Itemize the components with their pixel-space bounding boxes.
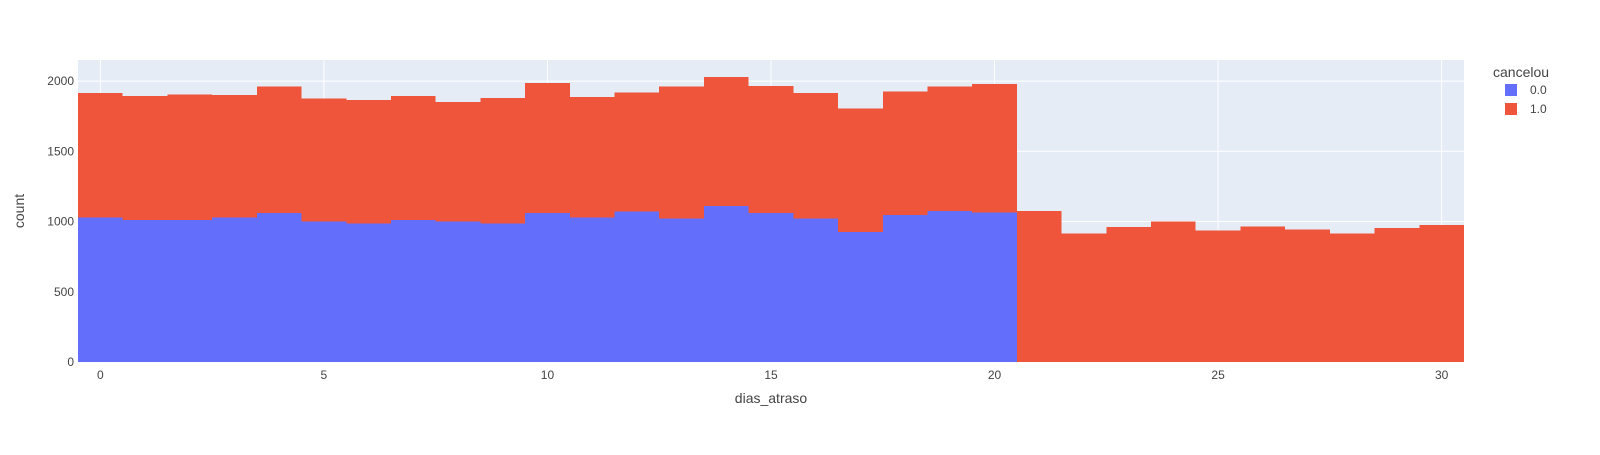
bar-series-1-x-10[interactable] (525, 83, 570, 214)
x-tick-label: 5 (321, 368, 328, 382)
bar-series-1-x-28[interactable] (1329, 233, 1375, 362)
y-tick-label: 2000 (47, 74, 74, 88)
bar-series-1-x-17[interactable] (838, 108, 883, 233)
bar-series-0-x-2[interactable] (167, 220, 213, 362)
bar-series-1-x-25[interactable] (1195, 230, 1241, 362)
legend-label: 0.0 (1530, 83, 1547, 97)
y-tick-label: 1500 (47, 144, 74, 158)
bar-series-1-x-0[interactable] (78, 93, 123, 218)
x-tick-label: 10 (541, 368, 555, 382)
legend-label: 1.0 (1530, 102, 1547, 116)
bar-series-1-x-26[interactable] (1240, 226, 1286, 362)
bar-series-0-x-0[interactable] (78, 217, 123, 362)
bar-series-1-x-13[interactable] (659, 86, 704, 219)
bar-series-1-x-14[interactable] (703, 76, 749, 207)
legend-items: 0.01.0 (1505, 83, 1547, 116)
bar-series-0-x-5[interactable] (301, 221, 347, 362)
bar-series-0-x-20[interactable] (972, 212, 1017, 362)
bar-series-1-x-2[interactable] (167, 94, 213, 221)
bar-series-1-x-3[interactable] (212, 95, 257, 218)
y-tick-label: 0 (67, 355, 74, 369)
bar-series-0-x-19[interactable] (927, 211, 973, 362)
x-tick-labels: 0 5 10 15 20 25 30 (97, 368, 1449, 382)
legend[interactable]: cancelou 0.01.0 (1493, 64, 1549, 116)
x-tick-label: 25 (1211, 368, 1225, 382)
bar-series-1-x-23[interactable] (1106, 227, 1152, 362)
x-tick-label: 15 (764, 368, 778, 382)
legend-item-1.0[interactable]: 1.0 (1505, 102, 1547, 116)
bars (78, 76, 1464, 362)
bar-series-0-x-7[interactable] (390, 220, 436, 362)
bar-series-0-x-9[interactable] (480, 223, 526, 362)
legend-swatch (1505, 84, 1517, 96)
bar-series-1-x-24[interactable] (1151, 221, 1196, 362)
y-tick-labels: 0 500 1000 1500 2000 (47, 74, 74, 369)
bar-series-0-x-16[interactable] (793, 218, 839, 362)
bar-series-1-x-21[interactable] (1016, 211, 1062, 362)
bar-series-1-x-19[interactable] (927, 86, 973, 211)
x-axis-title: dias_atraso (735, 390, 808, 406)
bar-series-1-x-9[interactable] (480, 97, 526, 224)
bar-series-1-x-22[interactable] (1061, 233, 1107, 362)
bar-series-1-x-27[interactable] (1285, 229, 1330, 362)
x-tick-label: 30 (1435, 368, 1449, 382)
y-tick-label: 1000 (47, 215, 74, 229)
x-tick-label: 0 (97, 368, 104, 382)
bar-series-1-x-18[interactable] (882, 91, 928, 216)
bar-series-1-x-7[interactable] (390, 95, 436, 221)
bar-series-0-x-13[interactable] (659, 218, 704, 362)
bar-series-0-x-10[interactable] (525, 213, 570, 362)
bar-series-1-x-12[interactable] (614, 92, 660, 212)
bar-series-0-x-14[interactable] (703, 206, 749, 362)
bar-series-0-x-18[interactable] (882, 215, 928, 362)
bar-series-1-x-29[interactable] (1374, 227, 1420, 362)
bar-series-1-x-8[interactable] (435, 102, 481, 222)
legend-swatch (1505, 103, 1517, 115)
bar-series-0-x-15[interactable] (748, 213, 794, 362)
bar-series-1-x-20[interactable] (972, 83, 1017, 213)
legend-title: cancelou (1493, 64, 1549, 80)
x-tick-label: 20 (988, 368, 1002, 382)
bar-series-0-x-17[interactable] (838, 232, 883, 362)
bar-series-1-x-16[interactable] (793, 93, 839, 219)
bar-series-0-x-1[interactable] (122, 220, 168, 362)
y-tick-label: 500 (54, 285, 74, 299)
bar-series-0-x-3[interactable] (212, 217, 257, 362)
y-axis-title: count (11, 194, 27, 228)
bar-series-1-x-11[interactable] (569, 97, 615, 218)
bar-series-0-x-12[interactable] (614, 211, 660, 362)
bar-series-0-x-6[interactable] (346, 223, 391, 362)
bar-series-1-x-15[interactable] (748, 85, 794, 214)
bar-series-1-x-5[interactable] (301, 98, 347, 222)
bar-series-1-x-1[interactable] (122, 95, 168, 221)
bar-series-1-x-6[interactable] (346, 100, 391, 224)
bar-series-1-x-4[interactable] (256, 86, 302, 214)
bar-series-0-x-11[interactable] (569, 217, 615, 362)
bar-series-0-x-4[interactable] (256, 213, 302, 362)
bar-series-0-x-8[interactable] (435, 221, 481, 362)
bar-series-1-x-30[interactable] (1419, 225, 1464, 362)
legend-item-0.0[interactable]: 0.0 (1505, 83, 1547, 97)
